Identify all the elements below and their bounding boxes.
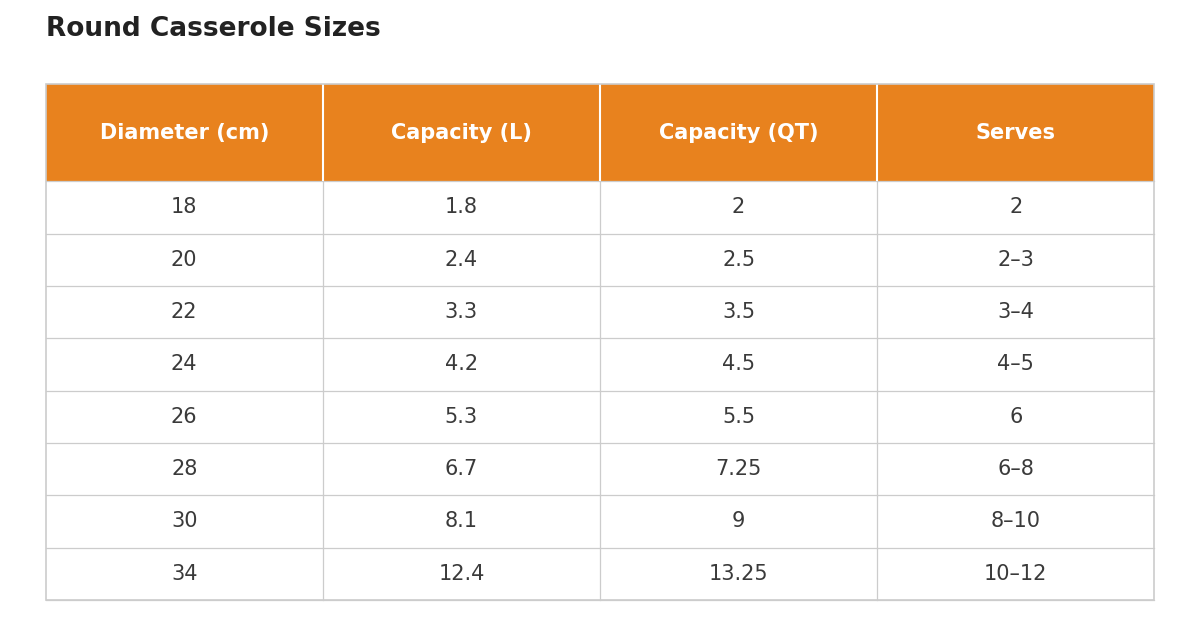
Text: 26: 26 (170, 407, 198, 427)
Text: 5.5: 5.5 (722, 407, 755, 427)
Text: 6: 6 (1009, 407, 1022, 427)
Text: 34: 34 (170, 564, 198, 584)
Text: 7.25: 7.25 (715, 459, 762, 479)
Text: 3.5: 3.5 (722, 302, 755, 322)
Text: Capacity (QT): Capacity (QT) (659, 122, 818, 142)
Text: 12.4: 12.4 (438, 564, 485, 584)
Text: 8–10: 8–10 (991, 511, 1040, 531)
Text: 2.5: 2.5 (722, 250, 755, 270)
Text: 9: 9 (732, 511, 745, 531)
Text: Serves: Serves (976, 122, 1056, 142)
Text: 22: 22 (170, 302, 198, 322)
Text: 20: 20 (170, 250, 198, 270)
Text: Diameter (cm): Diameter (cm) (100, 122, 269, 142)
Text: 8.1: 8.1 (445, 511, 478, 531)
Text: 6–8: 6–8 (997, 459, 1034, 479)
Text: 2–3: 2–3 (997, 250, 1034, 270)
Text: 2: 2 (732, 198, 745, 217)
Text: 30: 30 (170, 511, 198, 531)
Text: 3–4: 3–4 (997, 302, 1034, 322)
Text: 24: 24 (170, 354, 198, 374)
Text: 5.3: 5.3 (445, 407, 478, 427)
Text: 2: 2 (1009, 198, 1022, 217)
Text: 13.25: 13.25 (709, 564, 768, 584)
Text: 3.3: 3.3 (445, 302, 478, 322)
Text: 1.8: 1.8 (445, 198, 478, 217)
Text: 4.2: 4.2 (445, 354, 478, 374)
Text: 18: 18 (172, 198, 197, 217)
Text: Round Casserole Sizes: Round Casserole Sizes (46, 16, 380, 42)
Text: Capacity (L): Capacity (L) (391, 122, 532, 142)
Text: 10–12: 10–12 (984, 564, 1048, 584)
Text: 4–5: 4–5 (997, 354, 1034, 374)
Text: 28: 28 (172, 459, 197, 479)
Text: 2.4: 2.4 (445, 250, 478, 270)
Text: 4.5: 4.5 (722, 354, 755, 374)
Text: 6.7: 6.7 (445, 459, 478, 479)
